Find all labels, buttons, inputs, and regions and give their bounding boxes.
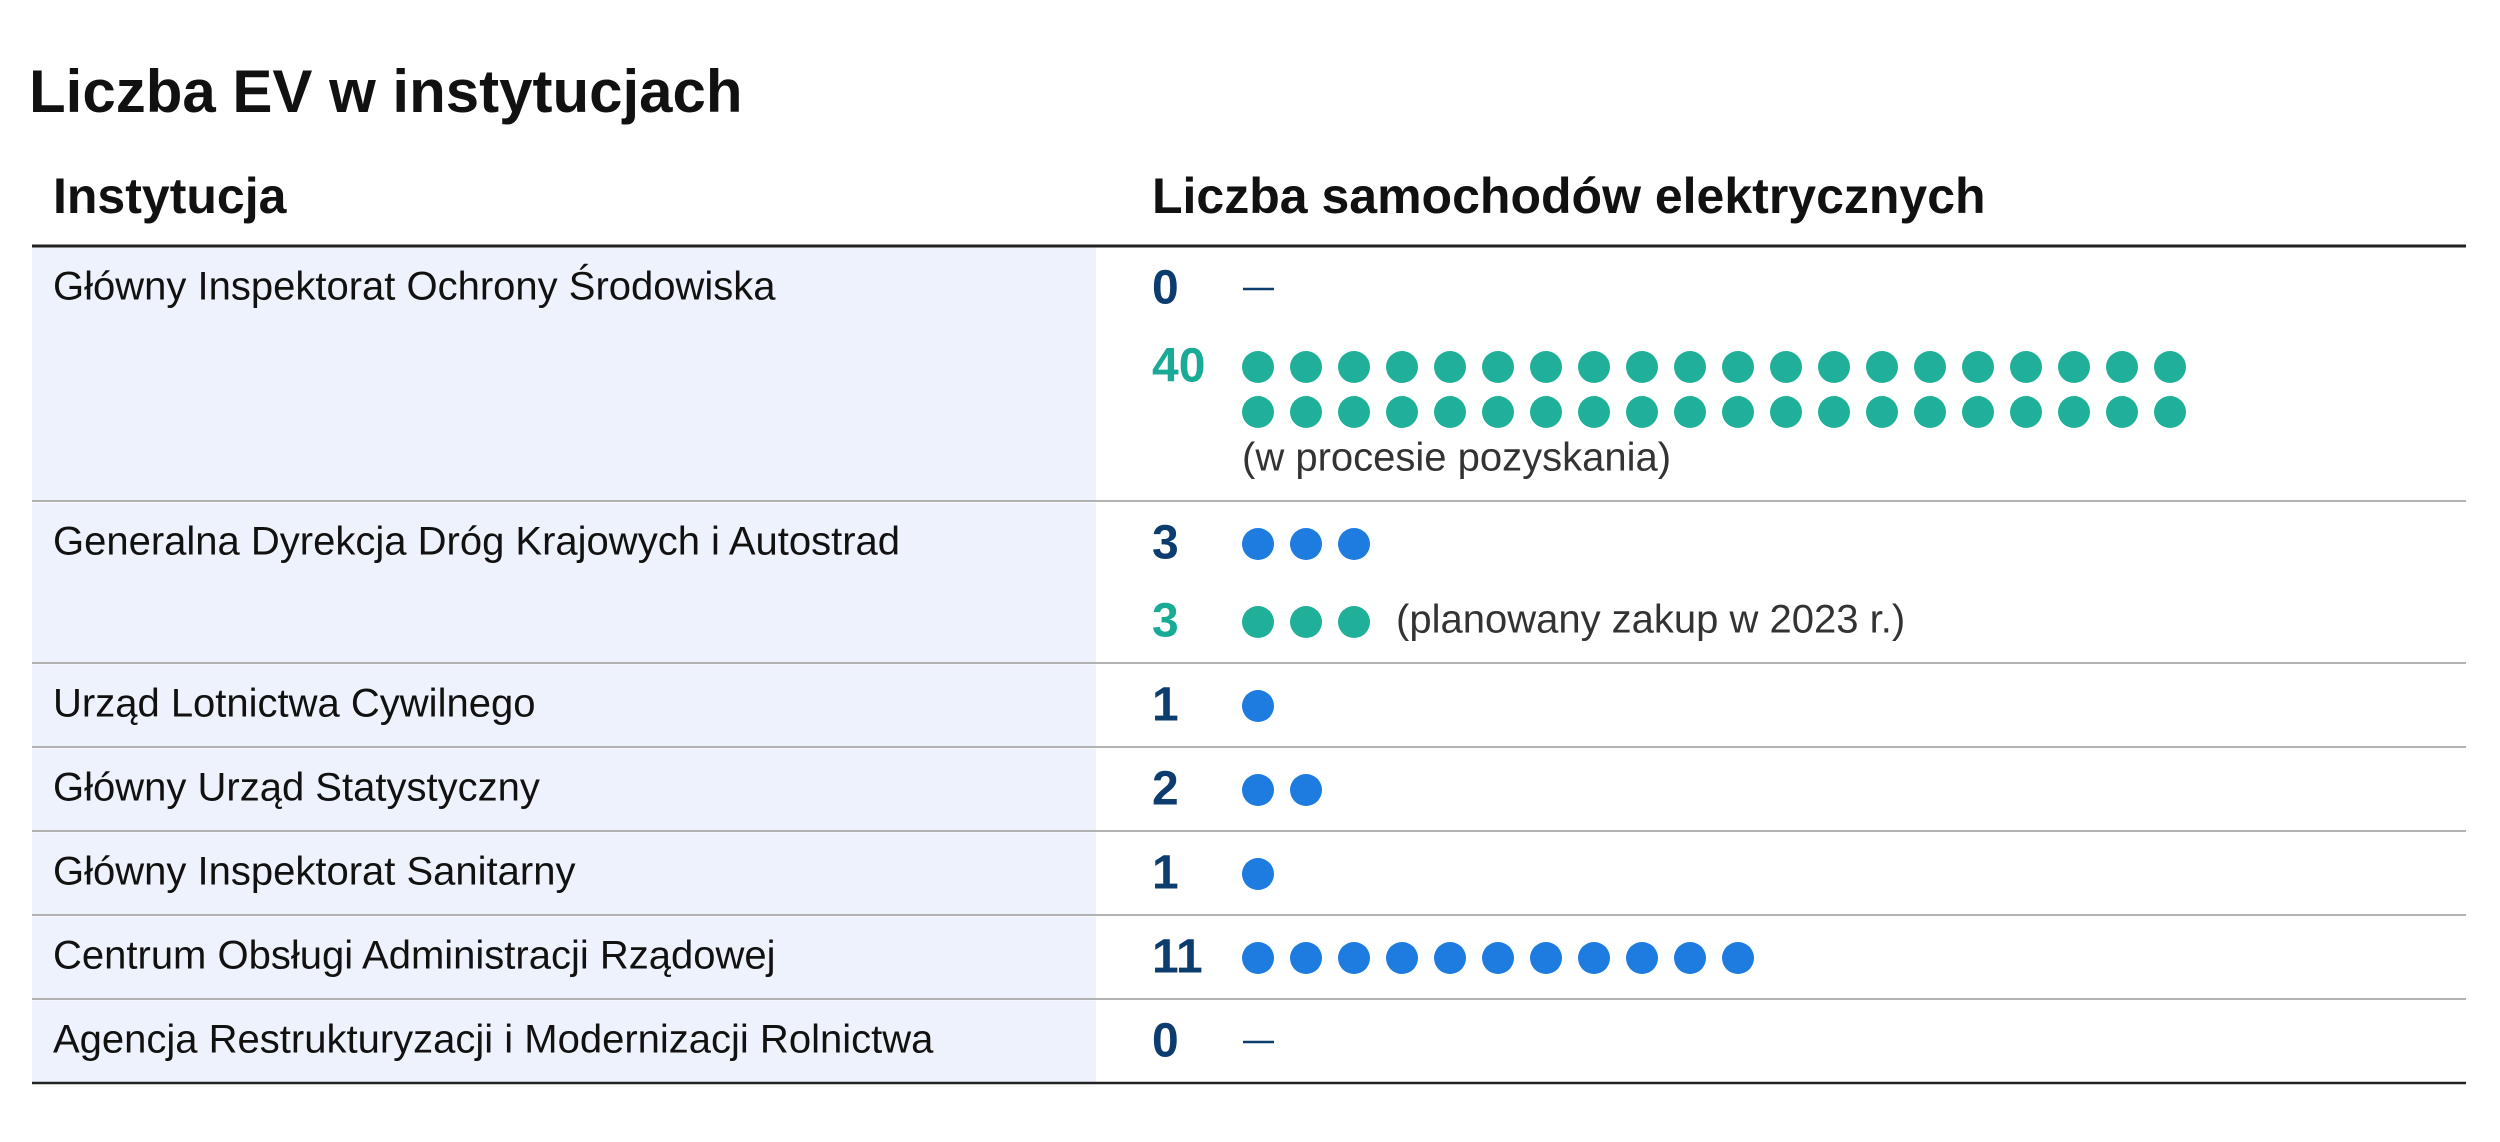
institution-cell [32, 916, 1096, 999]
institution-cell [32, 502, 1096, 663]
ev-dot [1770, 351, 1802, 383]
ev-dot [1578, 351, 1610, 383]
ev-dot [1962, 396, 1994, 428]
ev-dot [1338, 606, 1370, 638]
ev-dot [1866, 351, 1898, 383]
ev-dot [1434, 396, 1466, 428]
ev-dot [1338, 528, 1370, 560]
ev-dot [1242, 858, 1274, 890]
ev-dot [2058, 396, 2090, 428]
column-header: Instytucja [53, 168, 288, 224]
ev-dot [1386, 942, 1418, 974]
note: (w procesie pozyskania) [1242, 436, 1671, 480]
ev-dot [1290, 396, 1322, 428]
ev-dot [1290, 528, 1322, 560]
count: 3 [1152, 595, 1179, 648]
title: Liczba EV w instytucjach [29, 58, 743, 125]
count: 0 [1152, 262, 1179, 315]
ev-dot [2010, 351, 2042, 383]
ev-dot [1482, 351, 1514, 383]
ev-dot [2106, 351, 2138, 383]
ev-dot [1290, 351, 1322, 383]
ev-dot [2154, 396, 2186, 428]
ev-dot [2154, 351, 2186, 383]
ev-dot [1578, 942, 1610, 974]
ev-dot [1530, 351, 1562, 383]
ev-dot [1338, 351, 1370, 383]
ev-dot [1626, 351, 1658, 383]
ev-dot [1674, 351, 1706, 383]
ev-dot [1674, 396, 1706, 428]
ev-dot [1914, 351, 1946, 383]
ev-dot [1626, 942, 1658, 974]
institution-name: Agencja Restrukturyzacji i Modernizacji … [53, 1018, 934, 1062]
ev-dot [1338, 942, 1370, 974]
ev-dot [1242, 774, 1274, 806]
institution-cell [32, 247, 1096, 501]
institution-name: Generalna Dyrekcja Dróg Krajowych i Auto… [53, 520, 900, 564]
institution-name: Centrum Obsługi Administracji Rządowej [53, 934, 776, 978]
ev-dot [1722, 942, 1754, 974]
ev-dot [1242, 690, 1274, 722]
ev-dot [1242, 528, 1274, 560]
ev-dot [1242, 606, 1274, 638]
count: 40 [1152, 340, 1205, 393]
institution-cell [32, 664, 1096, 747]
ev-dot [1242, 396, 1274, 428]
institution-cell [32, 748, 1096, 831]
count: 0 [1152, 1015, 1179, 1068]
column-header: Liczba samochodów elektrycznych [1152, 168, 1986, 224]
ev-dot [1290, 774, 1322, 806]
institution-name: Główny Urząd Statystyczny [53, 766, 540, 810]
ev-dot [2106, 396, 2138, 428]
ev-dot [2058, 351, 2090, 383]
ev-dot [1386, 351, 1418, 383]
ev-dot [1674, 942, 1706, 974]
ev-dot [1770, 396, 1802, 428]
ev-dot [1242, 942, 1274, 974]
ev-dot [1242, 351, 1274, 383]
count: 3 [1152, 517, 1179, 570]
institution-name: Główny Inspektorat Ochrony Środowiska [53, 263, 776, 309]
note: (planowany zakup w 2023 r.) [1396, 598, 1905, 642]
ev-dot [2010, 396, 2042, 428]
institution-name: Urząd Lotnictwa Cywilnego [53, 682, 535, 726]
ev-dot [1434, 351, 1466, 383]
ev-dot [1434, 942, 1466, 974]
ev-dot [1626, 396, 1658, 428]
ev-dot [1722, 396, 1754, 428]
institution-cell [32, 832, 1096, 915]
count: 11 [1152, 931, 1203, 984]
ev-dot [1530, 942, 1562, 974]
ev-dot [1386, 396, 1418, 428]
ev-dot [1338, 396, 1370, 428]
count: 1 [1152, 679, 1179, 732]
institution-cell [32, 1000, 1096, 1083]
ev-dot [1482, 942, 1514, 974]
ev-dot [1818, 396, 1850, 428]
ev-dot [1818, 351, 1850, 383]
ev-dot [1578, 396, 1610, 428]
ev-dot [1962, 351, 1994, 383]
ev-dot [1482, 396, 1514, 428]
ev-dot [1290, 942, 1322, 974]
ev-dot [1914, 396, 1946, 428]
institution-name: Główny Inspektorat Sanitarny [53, 850, 575, 894]
ev-dot [1530, 396, 1562, 428]
count: 1 [1152, 847, 1179, 900]
ev-dot [1722, 351, 1754, 383]
count: 2 [1152, 763, 1179, 816]
ev-dot [1866, 396, 1898, 428]
ev-dot [1290, 606, 1322, 638]
